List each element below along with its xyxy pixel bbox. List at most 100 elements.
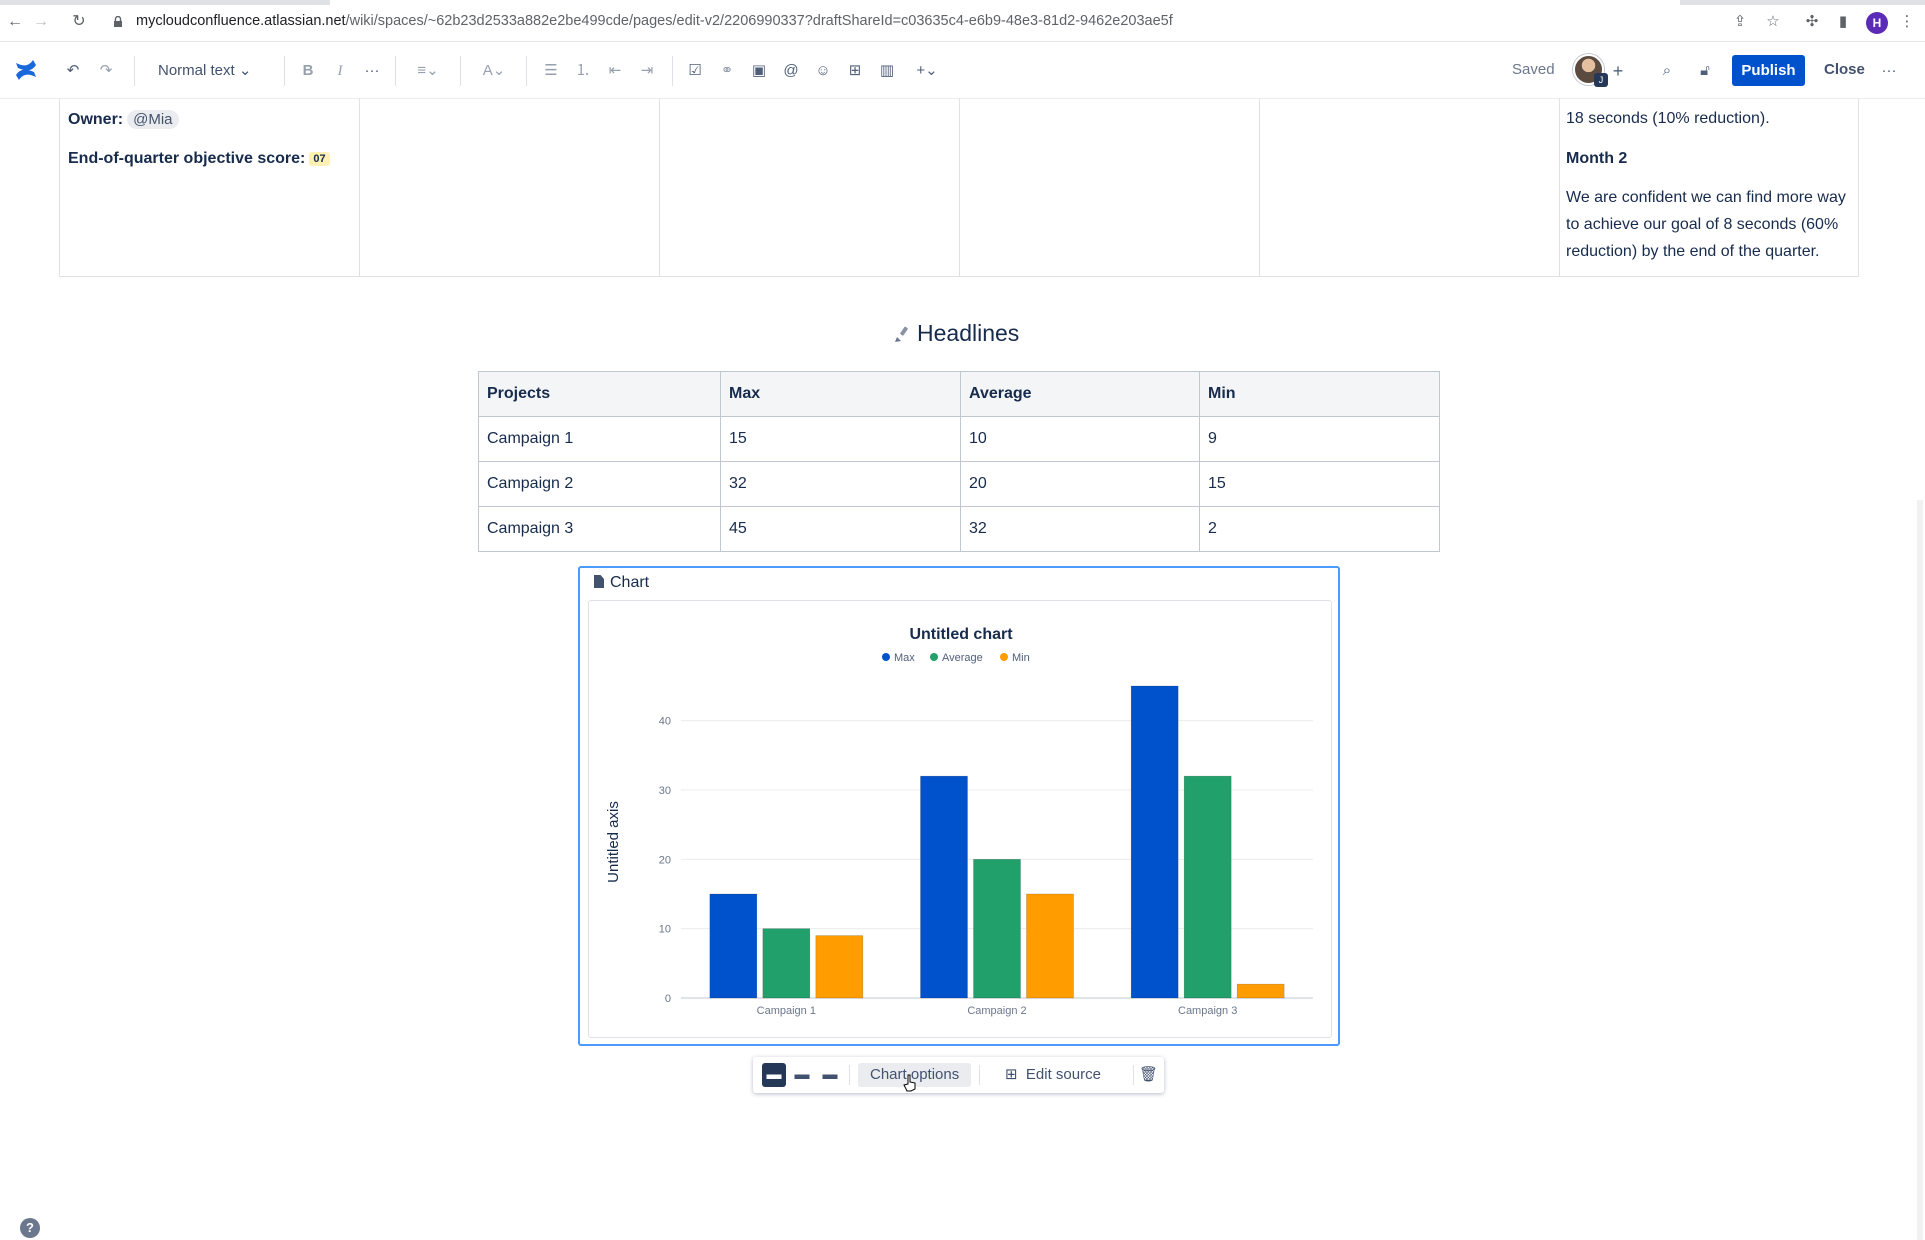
forward-icon[interactable]: → xyxy=(33,13,49,30)
active-tab[interactable] xyxy=(330,0,1680,5)
table-icon[interactable]: ⊞ xyxy=(848,62,862,79)
alignment-icon[interactable]: ≡⌄ xyxy=(417,62,439,79)
extensions-icon[interactable]: ✣ xyxy=(1805,13,1819,30)
layouts-icon[interactable]: ▥ xyxy=(879,62,895,79)
back-icon[interactable]: ← xyxy=(7,13,23,30)
table-cell[interactable]: Campaign 2 xyxy=(478,461,721,507)
table-header[interactable]: Min xyxy=(1199,371,1440,417)
table-header[interactable]: Average xyxy=(960,371,1200,417)
x-tick-label: Campaign 1 xyxy=(757,1005,816,1017)
table-cell[interactable]: Campaign 1 xyxy=(478,416,721,462)
edit-source-button[interactable]: ⊞ Edit source xyxy=(1005,1063,1101,1087)
bar-chart: Untitled chart Max Average Min 0 10 20 30 40 Unti… xyxy=(605,626,1313,1017)
side-panel-icon[interactable]: ▮ xyxy=(1838,13,1848,30)
table-cell[interactable]: 9 xyxy=(1199,416,1440,462)
bar xyxy=(1130,685,1179,999)
bold-icon[interactable]: B xyxy=(302,62,314,79)
table-cell[interactable] xyxy=(60,99,360,276)
chart-macro[interactable]: Chart Untitled chart Max Average Min 0 10 20 30… xyxy=(578,566,1340,1046)
owner-label: Owner: xyxy=(68,111,124,128)
close-button[interactable]: Close xyxy=(1824,61,1865,78)
layout-center-icon[interactable]: ▬ xyxy=(762,1063,786,1087)
insert-plus-icon[interactable]: +⌄ xyxy=(916,62,938,79)
divider xyxy=(395,56,396,86)
reload-icon[interactable]: ↻ xyxy=(72,13,86,30)
table-cell[interactable]: 15 xyxy=(720,416,961,462)
help-icon[interactable]: ? xyxy=(20,1218,40,1238)
table-cell[interactable]: 2 xyxy=(1199,506,1440,552)
y-tick-label: 10 xyxy=(659,924,671,936)
text-style-dropdown[interactable]: Normal text ⌄ xyxy=(158,61,251,79)
text-style-label: Normal text xyxy=(158,62,235,79)
bar xyxy=(709,893,758,999)
mention-icon[interactable]: @ xyxy=(783,62,799,79)
numbered-list-icon[interactable]: ⒈ xyxy=(575,62,591,79)
legend-swatch xyxy=(1000,653,1008,661)
table-row: Campaign 2 32 20 15 xyxy=(478,461,1440,507)
divider xyxy=(979,1065,980,1085)
bar xyxy=(762,928,811,999)
bar xyxy=(973,859,1021,999)
link-icon[interactable]: ⚭ xyxy=(720,62,734,79)
text-color-icon[interactable]: A⌄ xyxy=(482,62,506,79)
bookmark-star-icon[interactable]: ☆ xyxy=(1766,13,1780,30)
collaborator-avatar[interactable] xyxy=(1573,54,1604,85)
confluence-logo-icon[interactable] xyxy=(14,58,38,82)
divider xyxy=(134,56,135,86)
scrollbar[interactable] xyxy=(1917,500,1923,1240)
table-cell[interactable]: Campaign 3 xyxy=(478,506,721,552)
more-formatting-icon[interactable]: ··· xyxy=(364,62,380,79)
restrictions-lock-icon[interactable]: 🔓︎ xyxy=(1700,62,1710,79)
more-actions-icon[interactable]: ··· xyxy=(1881,62,1897,79)
table-cell[interactable] xyxy=(1260,99,1560,276)
cell-text: 18 seconds (10% reduction). xyxy=(1566,110,1770,127)
browser-menu-icon[interactable]: ⋮ xyxy=(1899,13,1915,30)
italic-icon[interactable]: I xyxy=(337,63,343,79)
divider xyxy=(284,56,285,86)
table-row: Campaign 3 45 32 2 xyxy=(478,506,1440,552)
table-cell[interactable]: 15 xyxy=(1199,461,1440,507)
table-cell[interactable]: 32 xyxy=(720,461,961,507)
table-cell[interactable]: 10 xyxy=(960,416,1200,462)
score-status-badge[interactable]: 07 xyxy=(309,151,330,166)
table-cell[interactable] xyxy=(660,99,960,276)
action-item-icon[interactable]: ☑ xyxy=(688,62,702,79)
score-field: End-of-quarter objective score: 07 xyxy=(68,150,330,168)
table-cell[interactable] xyxy=(360,99,660,276)
search-icon[interactable]: ⌕ xyxy=(1662,62,1672,79)
campaign-table: Projects Max Average Min Campaign 1 15 1… xyxy=(478,371,1440,552)
emoji-icon[interactable]: ☺ xyxy=(815,62,831,79)
trash-icon[interactable]: 🗑︎ xyxy=(1139,1066,1159,1083)
undo-icon[interactable]: ↶ xyxy=(66,62,80,79)
table-cell[interactable] xyxy=(960,99,1260,276)
y-tick-label: 30 xyxy=(659,785,671,797)
chart-title: Untitled chart xyxy=(909,626,1013,643)
table-header[interactable]: Projects xyxy=(478,371,721,417)
redo-icon[interactable]: ↷ xyxy=(99,62,113,79)
bullet-list-icon[interactable]: ☰ xyxy=(544,62,558,79)
legend-swatch xyxy=(930,653,938,661)
chevron-down-icon: ⌄ xyxy=(238,62,252,79)
table-cell[interactable]: 32 xyxy=(960,506,1200,552)
divider xyxy=(460,56,461,86)
table-cell[interactable]: 45 xyxy=(720,506,961,552)
table-cell[interactable]: 20 xyxy=(960,461,1200,507)
layout-wide-icon[interactable]: ▬ xyxy=(794,1066,810,1083)
score-label: End-of-quarter objective score: xyxy=(68,150,306,167)
legend-label: Max xyxy=(894,652,915,664)
bar xyxy=(1183,775,1232,999)
image-icon[interactable]: ▣ xyxy=(751,62,767,79)
share-icon[interactable]: ⇪ xyxy=(1733,13,1747,30)
indent-icon[interactable]: ⇥ xyxy=(640,62,654,79)
outdent-icon[interactable]: ⇤ xyxy=(608,62,622,79)
table-header[interactable]: Max xyxy=(720,371,961,417)
owner-mention[interactable]: @Mia xyxy=(127,110,179,129)
address-bar[interactable]: mycloudconfluence.atlassian.net/wiki/spa… xyxy=(136,13,1173,29)
publish-button[interactable]: Publish xyxy=(1732,55,1805,86)
cell-text: reduction) by the end of the quarter. xyxy=(1566,243,1820,260)
save-status: Saved xyxy=(1512,61,1555,78)
browser-profile-avatar[interactable]: H xyxy=(1866,12,1888,34)
lock-icon[interactable] xyxy=(113,16,123,27)
invite-plus-icon[interactable]: + xyxy=(1612,61,1624,81)
layout-full-width-icon[interactable]: ▬ xyxy=(822,1066,838,1083)
